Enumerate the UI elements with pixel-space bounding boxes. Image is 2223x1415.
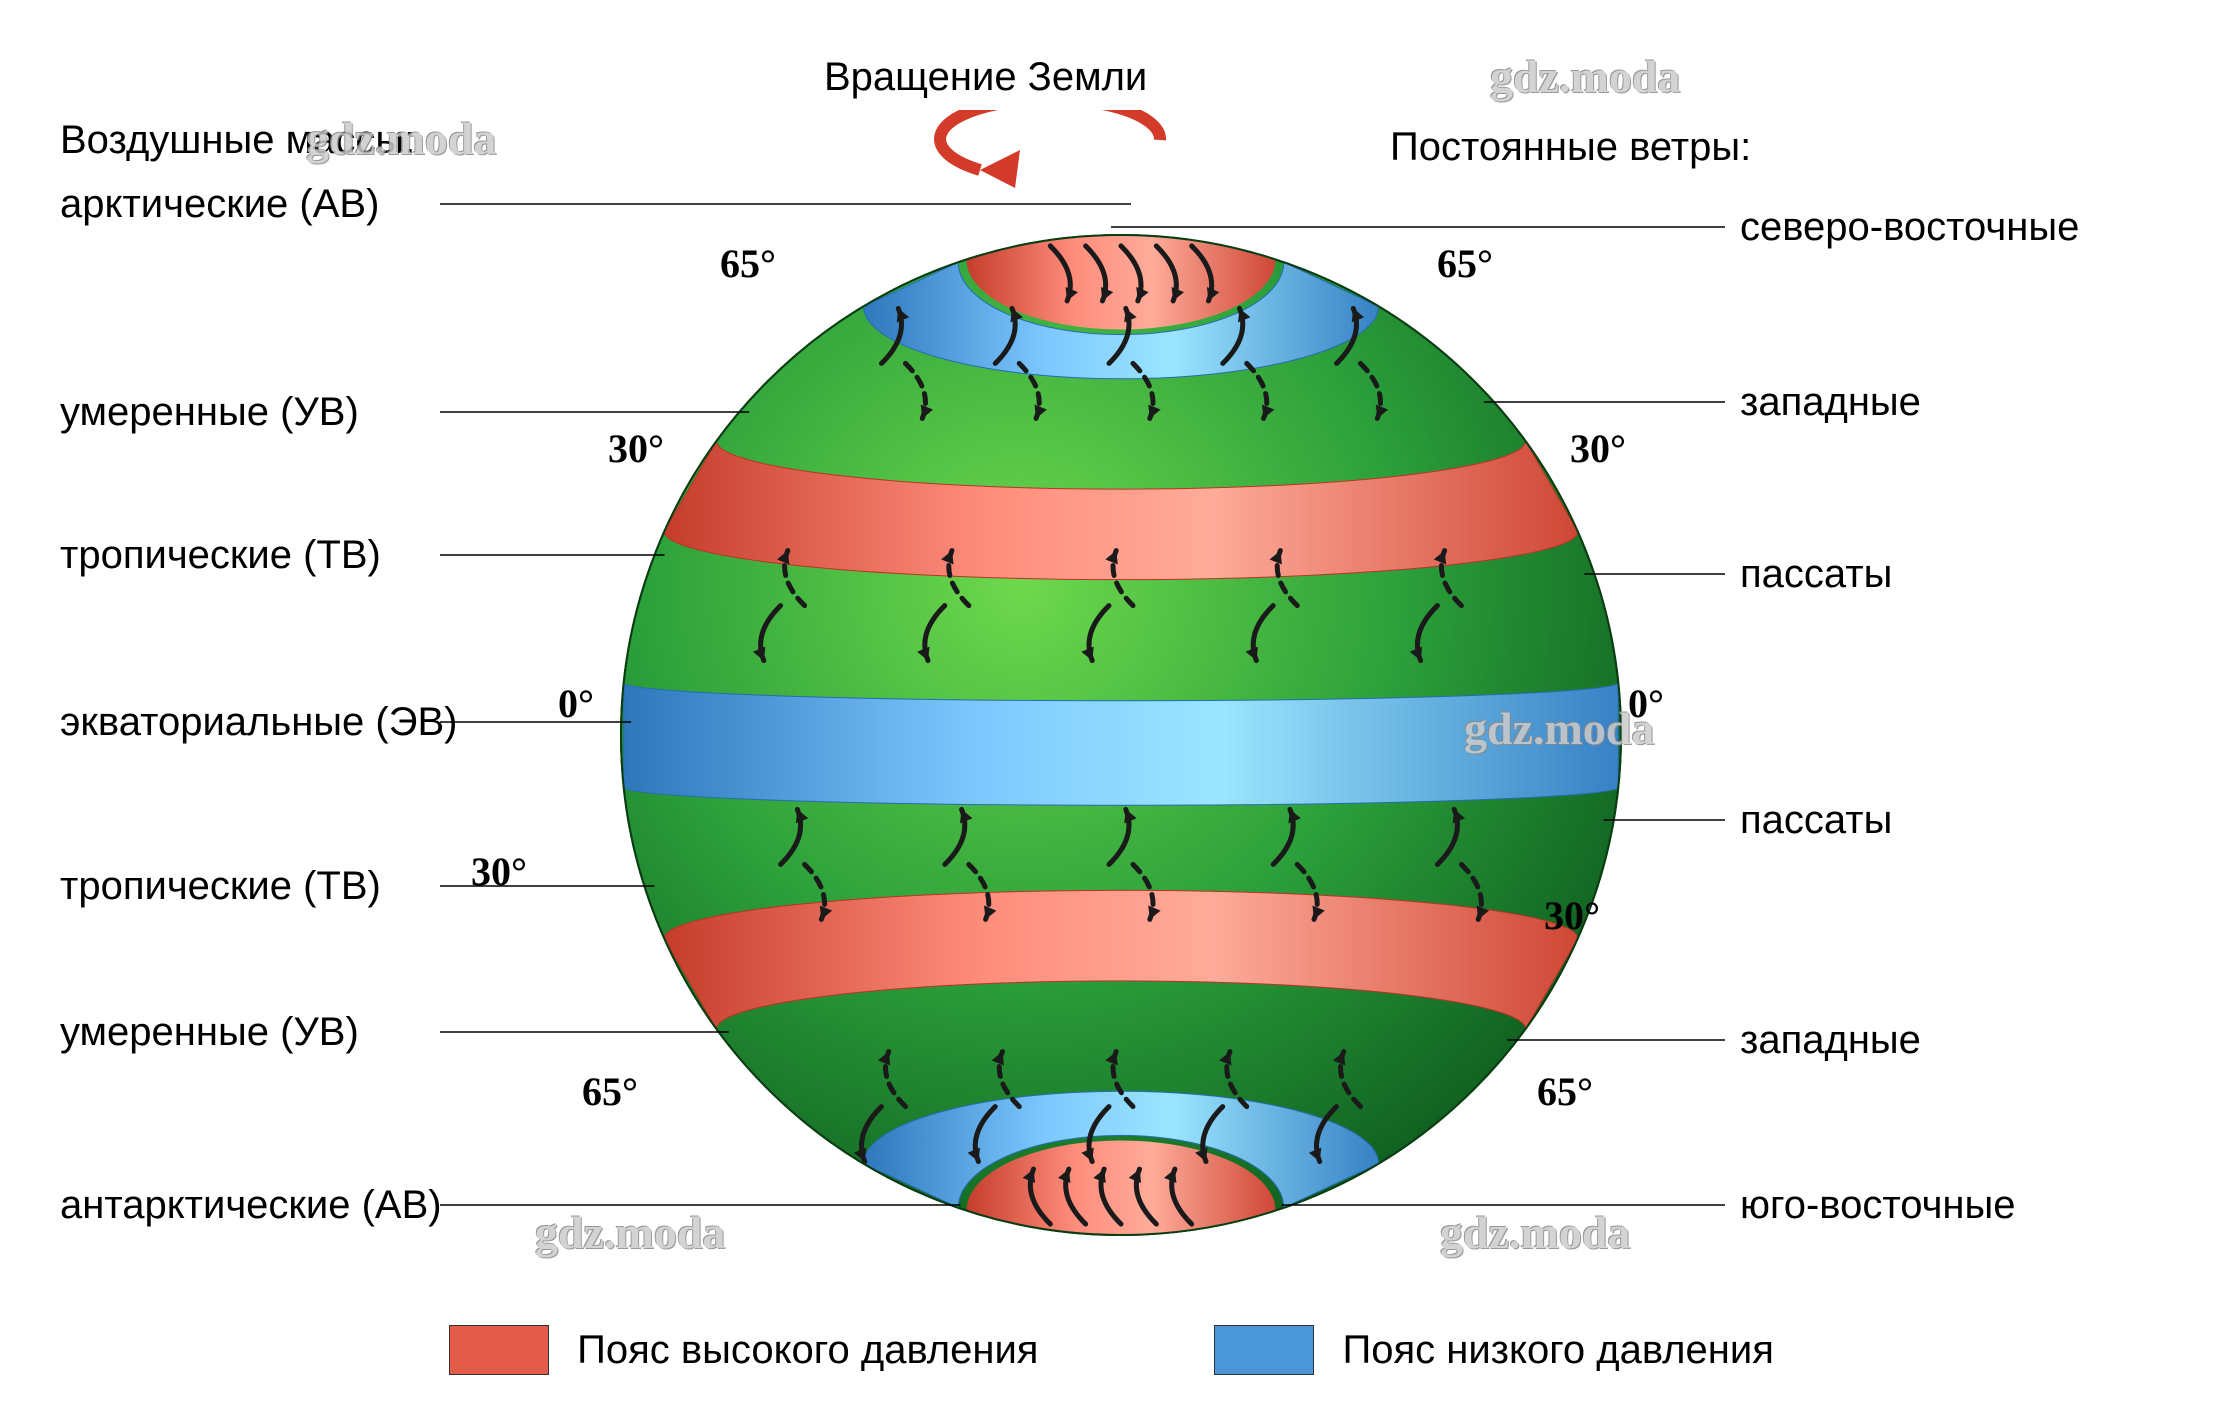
watermark: gdz.moda (1464, 702, 1654, 755)
wind-label: северо-восточные (1740, 205, 2079, 250)
legend-label-high: Пояс высокого давления (577, 1328, 1038, 1373)
legend-label-low: Пояс низкого давления (1342, 1328, 1773, 1373)
latitude-degree-label: 30° (1544, 892, 1600, 939)
legend-swatch-high (449, 1325, 549, 1375)
wind-label: пассаты (1740, 552, 1892, 597)
rotation-arrow-icon (920, 110, 1220, 230)
wind-label: пассаты (1740, 798, 1892, 843)
latitude-degree-label: 30° (1570, 425, 1626, 472)
air-mass-label: арктические (АВ) (60, 182, 379, 227)
watermark: gdz.moda (1440, 1206, 1630, 1259)
air-mass-label: экваториальные (ЭВ) (60, 700, 457, 745)
wind-label: западные (1740, 1018, 1921, 1063)
right-column-header: Постоянные ветры: (1390, 125, 1751, 170)
air-mass-label: тропические (ТВ) (60, 864, 381, 909)
latitude-degree-label: 0° (558, 680, 594, 727)
watermark: gdz.moda (1490, 50, 1680, 103)
air-mass-label: тропические (ТВ) (60, 533, 381, 578)
rotation-title: Вращение Земли (824, 55, 1147, 100)
latitude-degree-label: 30° (608, 425, 664, 472)
watermark: gdz.moda (535, 1206, 725, 1259)
latitude-degree-label: 65° (720, 240, 776, 287)
latitude-degree-label: 65° (582, 1068, 638, 1115)
wind-label: западные (1740, 380, 1921, 425)
air-mass-label: антарктические (АВ) (60, 1183, 442, 1228)
latitude-degree-label: 65° (1437, 240, 1493, 287)
legend-swatch-low (1214, 1325, 1314, 1375)
latitude-degree-label: 65° (1537, 1068, 1593, 1115)
latitude-degree-label: 30° (471, 848, 527, 895)
air-mass-label: умеренные (УВ) (60, 1010, 359, 1055)
air-mass-label: умеренные (УВ) (60, 390, 359, 435)
watermark: gdz.moda (306, 112, 496, 165)
legend: Пояс высокого давления Пояс низкого давл… (0, 1325, 2223, 1375)
wind-label: юго-восточные (1740, 1183, 2016, 1228)
